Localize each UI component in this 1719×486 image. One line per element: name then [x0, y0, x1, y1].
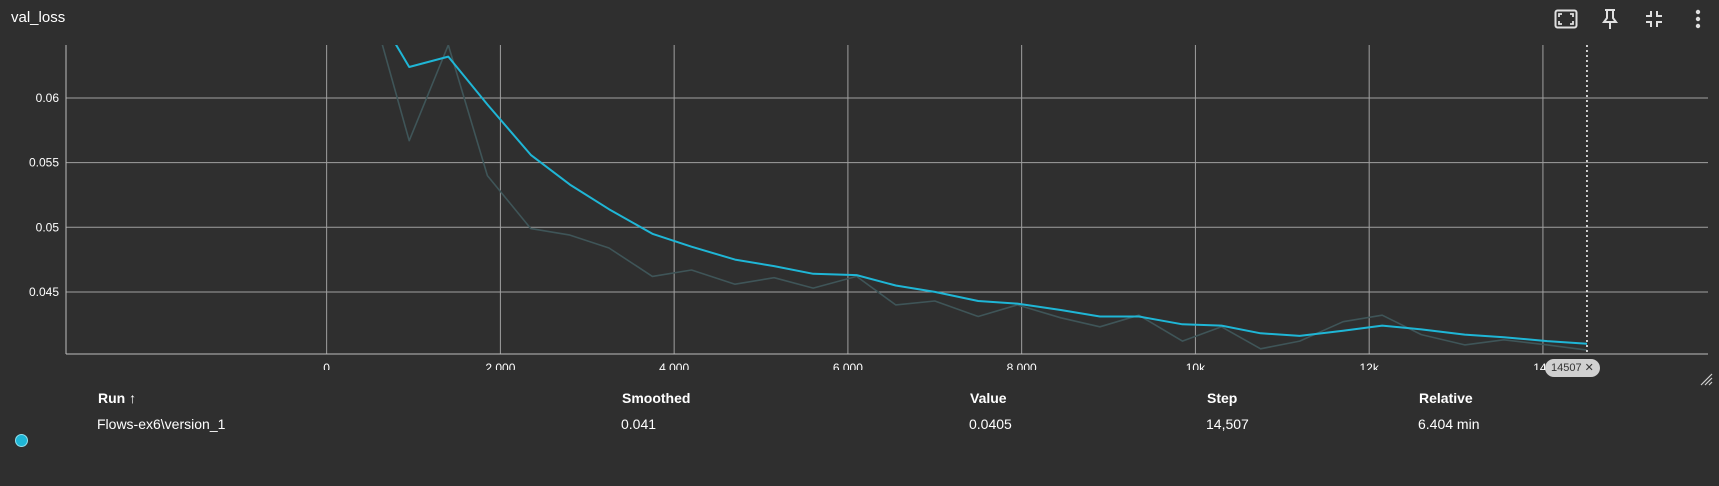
x-tick-label: 8,000 — [1007, 361, 1037, 370]
row-relative: 6.404 min — [1418, 416, 1480, 432]
chart-title: val_loss — [11, 9, 66, 26]
resize-handle-icon[interactable] — [1699, 372, 1713, 386]
x-tick-label: 6,000 — [833, 361, 863, 370]
row-smoothed: 0.041 — [621, 416, 657, 432]
smoothed-series-line — [395, 45, 1588, 345]
card-toolbar — [1551, 6, 1713, 32]
y-tick-label: 0.055 — [29, 156, 59, 170]
row-value: 0.0405 — [969, 416, 1012, 432]
x-tick-label: 12k — [1359, 361, 1379, 370]
value-column-header[interactable]: Value — [970, 390, 1007, 406]
x-tick-label: 10k — [1186, 361, 1206, 370]
pin-button[interactable] — [1595, 6, 1625, 32]
x-tick-label: 0 — [323, 361, 330, 370]
clear-step-icon[interactable]: ✕ — [1584, 362, 1594, 374]
x-tick-label: 14k — [1533, 361, 1553, 370]
step-column-header[interactable]: Step — [1207, 390, 1238, 406]
smoothed-column-header[interactable]: Smoothed — [622, 390, 691, 406]
fit-domain-icon — [1554, 9, 1578, 29]
relative-column-header[interactable]: Relative — [1419, 390, 1473, 406]
pin-icon — [1602, 9, 1618, 29]
step-badge[interactable]: 14507 ✕ — [1545, 359, 1600, 377]
more-vert-icon — [1695, 9, 1701, 29]
step-badge-label: 14507 — [1551, 362, 1582, 374]
chart-series — [381, 45, 1588, 351]
chart-axes: 0 2,000 4,000 6,000 8,000 10k 12k 14k 0.045 0.05 0… — [29, 45, 1708, 370]
y-tick-label: 0.05 — [36, 220, 60, 234]
raw-value-series-line — [381, 45, 1588, 351]
y-tick-label: 0.045 — [29, 285, 59, 299]
fit-domain-button[interactable] — [1551, 6, 1581, 32]
run-column-header[interactable]: Run ↑ — [98, 390, 137, 406]
chart-grid — [66, 45, 1708, 354]
line-chart[interactable]: 0 2,000 4,000 6,000 8,000 10k 12k 14k 0.045 0.05 0… — [0, 0, 1719, 370]
run-color-swatch[interactable] — [15, 434, 28, 447]
x-tick-label: 2,000 — [485, 361, 515, 370]
collapse-button[interactable] — [1639, 6, 1669, 32]
more-options-button[interactable] — [1683, 6, 1713, 32]
x-tick-label: 4,000 — [659, 361, 689, 370]
row-run-name: Flows-ex6\version_1 — [97, 416, 226, 432]
y-tick-label: 0.06 — [36, 91, 60, 105]
row-step: 14,507 — [1206, 416, 1249, 432]
collapse-icon — [1646, 11, 1662, 27]
